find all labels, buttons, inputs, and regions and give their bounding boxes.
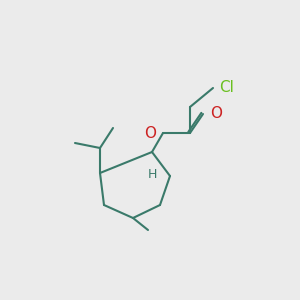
- Text: O: O: [144, 127, 156, 142]
- Text: O: O: [210, 106, 222, 121]
- Text: Cl: Cl: [219, 80, 234, 95]
- Text: H: H: [148, 169, 158, 182]
